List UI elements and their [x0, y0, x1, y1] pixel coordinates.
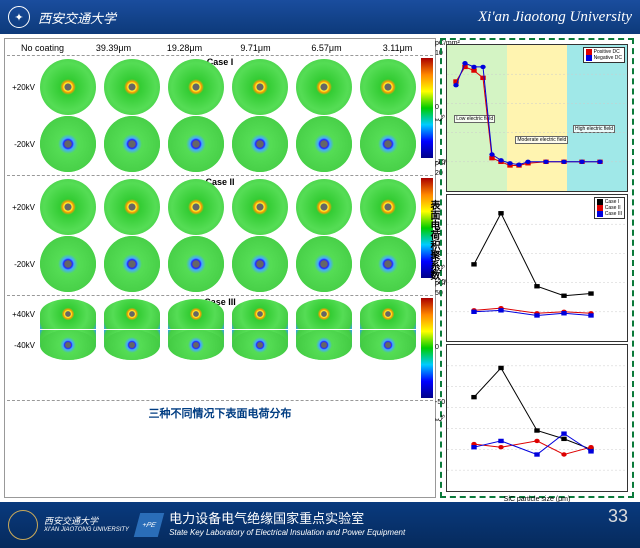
voltage-label: +20kV [7, 203, 37, 212]
charge-disk [296, 116, 352, 172]
footer-logo [8, 510, 38, 540]
colorbar: pC/mm²500-50 [421, 298, 433, 398]
university-name-en: Xi'an Jiaotong University [478, 9, 632, 26]
header-bar: ✦ 西安交通大学 Xi'an Jiaotong University [0, 0, 640, 34]
charge-disk [232, 236, 288, 292]
charge-disk [360, 330, 416, 360]
charge-disk [40, 116, 96, 172]
charge-disk [168, 179, 224, 235]
charge-disk [168, 116, 224, 172]
university-logo: ✦ [8, 6, 30, 28]
charge-disk [104, 116, 160, 172]
col-header: 3.11μm [362, 43, 433, 53]
figure-panel: No coating39.39μm19.28μm9.71μm6.57μm3.11… [4, 38, 436, 498]
charge-disk [296, 179, 352, 235]
charge-disk [168, 59, 224, 115]
column-headers: No coating39.39μm19.28μm9.71μm6.57μm3.11… [7, 41, 433, 56]
y-axis-label: ξs [435, 265, 447, 272]
charge-disk [168, 330, 224, 360]
charge-disk [360, 179, 416, 235]
chart-size-2: ξs SiC particle size (μm) [446, 344, 628, 492]
footer-bar: 西安交通大学 XI'AN JIAOTONG UNIVERSITY +PE 电力设… [0, 502, 640, 548]
footer-uni: 西安交通大学 XI'AN JIAOTONG UNIVERSITY [44, 516, 129, 534]
charge-disk [40, 236, 96, 292]
charge-disk [296, 236, 352, 292]
col-header: 9.71μm [220, 43, 291, 53]
col-header: No coating [7, 43, 78, 53]
charge-disk [232, 299, 288, 329]
charge-disk [360, 116, 416, 172]
charge-disk [40, 59, 96, 115]
charge-disk [104, 179, 160, 235]
charge-disk [296, 59, 352, 115]
colorbar: pC/mm²100-10 [421, 58, 433, 158]
charge-disk [232, 116, 288, 172]
charge-disk [232, 59, 288, 115]
pe-badge: +PE [134, 513, 164, 537]
charge-disk [232, 179, 288, 235]
col-header: 39.39μm [78, 43, 149, 53]
voltage-label: -20kV [7, 140, 37, 149]
chart-size-1: Case ICase IICase III ξs SiC particle si… [446, 194, 628, 342]
charge-disk [168, 236, 224, 292]
main-content: No coating39.39μm19.28μm9.71μm6.57μm3.11… [0, 34, 640, 502]
charge-disk [104, 236, 160, 292]
charge-disk [232, 330, 288, 360]
charge-disk [104, 59, 160, 115]
charge-disk [360, 59, 416, 115]
charge-disk [296, 299, 352, 329]
charge-disk [168, 299, 224, 329]
charge-disk [40, 299, 96, 329]
col-header: 19.28μm [149, 43, 220, 53]
y-axis-label: ξs [435, 415, 447, 422]
chart1-legend: Positive DCNegative DC [583, 47, 625, 63]
charge-disk [360, 236, 416, 292]
figure-caption: 三种不同情况下表面电荷分布 [7, 401, 433, 425]
page-number: 33 [608, 506, 628, 527]
charge-disk [296, 330, 352, 360]
charge-disk [40, 330, 96, 360]
voltage-label: +20kV [7, 83, 37, 92]
charge-disk [104, 330, 160, 360]
col-header: 6.57μm [291, 43, 362, 53]
charts-panel: Low electric field Moderate electric fie… [440, 38, 634, 498]
voltage-label: +40kV [7, 310, 37, 319]
charge-disk [360, 299, 416, 329]
voltage-label: -40kV [7, 341, 37, 350]
university-name-cn: 西安交通大学 [38, 8, 116, 27]
chart2-legend: Case ICase IICase III [594, 197, 625, 219]
chart-voltage: Low electric field Moderate electric fie… [446, 44, 628, 192]
lab-name: 电力设备电气绝缘国家重点实验室 State Key Laboratory of … [169, 511, 405, 538]
voltage-label: -20kV [7, 260, 37, 269]
charge-disk [104, 299, 160, 329]
charge-disk [40, 179, 96, 235]
y-axis-label: ξs [435, 115, 447, 122]
